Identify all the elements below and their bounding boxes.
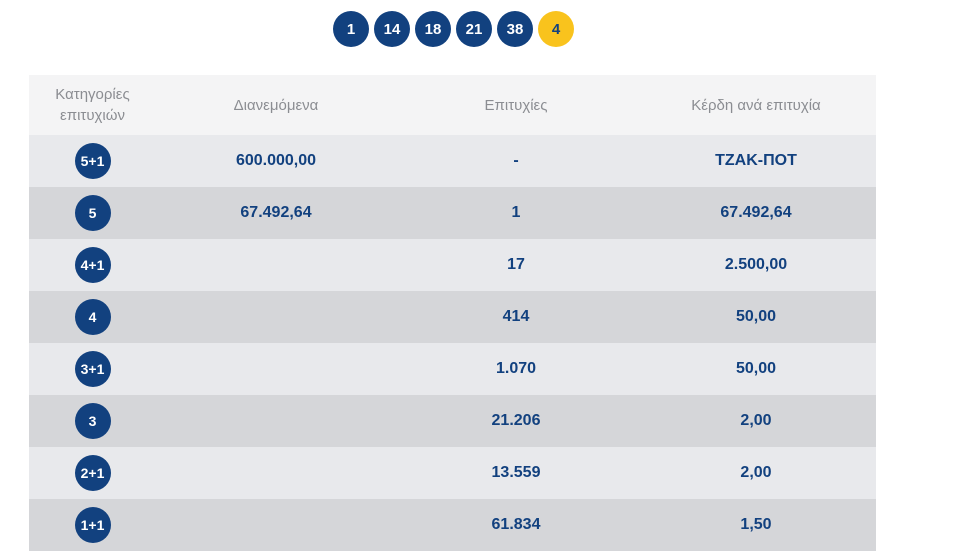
header-winners: Επιτυχίες — [484, 96, 548, 114]
prize-cell: 67.492,64 — [720, 204, 792, 221]
header-prize: Κέρδη ανά επιτυχία — [691, 96, 821, 114]
winners-cell: 414 — [502, 308, 530, 325]
category-badge: 3 — [74, 403, 111, 439]
winners-cell: 17 — [507, 256, 525, 273]
joker-ball: 4 — [538, 11, 574, 47]
header-category: Κατηγορίες επιτυχιών — [55, 86, 130, 124]
number-ball: 14 — [374, 11, 410, 47]
winners-cell: 1.070 — [495, 360, 537, 377]
prize-table: Κατηγορίες επιτυχιών Διανεμόμενα Επιτυχί… — [29, 75, 876, 551]
category-badge: 4 — [74, 299, 111, 335]
table-row: 1+1 61.834 1,50 — [29, 499, 876, 551]
prize-cell: 50,00 — [735, 360, 777, 377]
prize-cell: 1,50 — [740, 516, 772, 533]
category-badge: 2+1 — [74, 455, 111, 491]
winners-cell: 61.834 — [491, 516, 541, 533]
number-ball: 18 — [415, 11, 451, 47]
number-ball: 38 — [497, 11, 533, 47]
table-row: 2+1 13.559 2,00 — [29, 447, 876, 499]
prize-cell: 2.500,00 — [724, 256, 788, 273]
distributed-cell: 67.492,64 — [240, 204, 312, 221]
category-badge: 4+1 — [74, 247, 111, 283]
table-row: 5 67.492,64 1 67.492,64 — [29, 187, 876, 239]
category-badge: 5 — [74, 195, 111, 231]
prize-cell: 2,00 — [740, 412, 772, 429]
winners-cell: - — [513, 152, 519, 169]
table-header: Κατηγορίες επιτυχιών Διανεμόμενα Επιτυχί… — [29, 75, 876, 135]
winners-cell: 1 — [511, 204, 521, 221]
category-badge: 1+1 — [74, 507, 111, 543]
table-row: 3 21.206 2,00 — [29, 395, 876, 447]
table-row: 4 414 50,00 — [29, 291, 876, 343]
prize-cell: 2,00 — [740, 464, 772, 481]
table-row: 3+1 1.070 50,00 — [29, 343, 876, 395]
prize-cell: 50,00 — [735, 308, 777, 325]
category-badge: 3+1 — [74, 351, 111, 387]
distributed-cell: 600.000,00 — [235, 152, 317, 169]
table-row: 5+1 600.000,00 - ΤΖΑΚ-ΠΟΤ — [29, 135, 876, 187]
category-badge: 5+1 — [74, 143, 111, 179]
header-distributed: Διανεμόμενα — [233, 96, 319, 114]
winners-cell: 13.559 — [491, 464, 541, 481]
number-ball: 21 — [456, 11, 492, 47]
drawn-numbers: 1 14 18 21 38 4 — [333, 11, 579, 47]
winners-cell: 21.206 — [491, 412, 541, 429]
number-ball: 1 — [333, 11, 369, 47]
table-row: 4+1 17 2.500,00 — [29, 239, 876, 291]
prize-cell: ΤΖΑΚ-ΠΟΤ — [715, 152, 797, 169]
